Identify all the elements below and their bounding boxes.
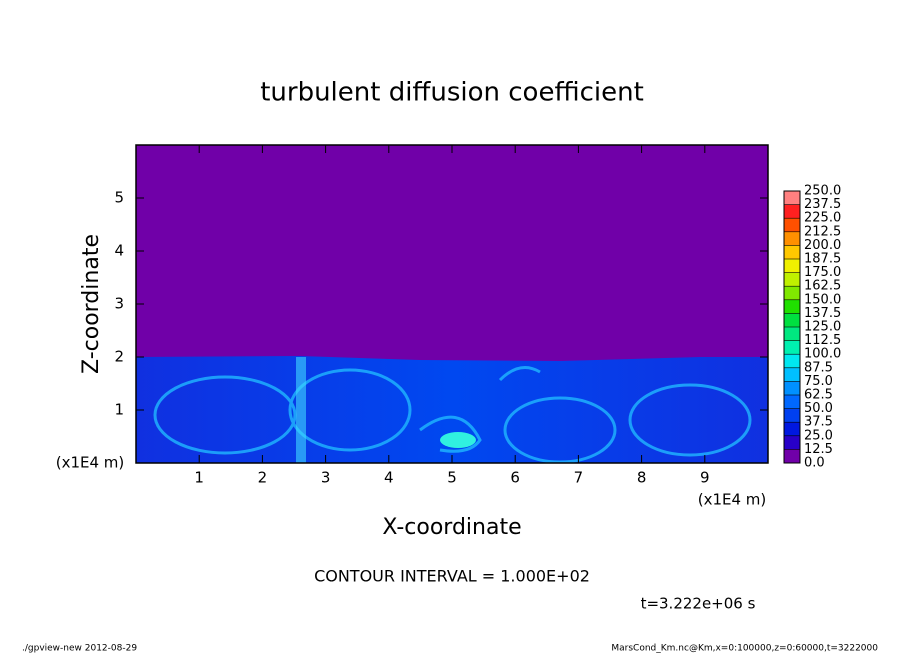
chart-title: turbulent diffusion coefficient	[260, 78, 644, 108]
colorbar-label: 0.0	[804, 456, 825, 471]
y-tick-label: 4	[114, 242, 124, 260]
y-tick-label: 3	[114, 295, 124, 313]
colorbar-label: 12.5	[804, 442, 833, 457]
colorbar-cell	[784, 191, 800, 205]
colorbar-label: 137.5	[804, 306, 841, 321]
x-tick-label: 5	[447, 469, 457, 487]
colorbar-label: 125.0	[804, 320, 841, 335]
colorbar-cell	[784, 422, 800, 436]
colorbar-label: 187.5	[804, 252, 841, 267]
colorbar-label: 50.0	[804, 401, 833, 416]
colorbar-label: 62.5	[804, 388, 833, 403]
colorbar-label: 250.0	[804, 184, 841, 199]
colorbar-label: 162.5	[804, 279, 841, 294]
x-tick-label: 9	[700, 469, 710, 487]
colorbar-label: 200.0	[804, 238, 841, 253]
x-tick-label: 4	[384, 469, 394, 487]
colorbar-cell	[784, 354, 800, 368]
y-axis-label: Z-coordinate	[79, 234, 104, 374]
x-tick-label: 7	[574, 469, 584, 487]
colorbar-label: 175.0	[804, 265, 841, 280]
colorbar-cell	[784, 204, 800, 219]
colorbar-cell	[784, 218, 800, 232]
colorbar-cell	[784, 327, 800, 341]
field-swirls	[153, 366, 752, 464]
colorbar-label: 225.0	[804, 211, 841, 226]
colorbar-label: 87.5	[804, 360, 833, 375]
footer-right: MarsCond_Km.nc@Km,x=0:100000,z=0:60000,t…	[611, 644, 878, 654]
colorbar-cell	[784, 408, 800, 423]
y-tick-label: 2	[114, 348, 124, 366]
colorbar-label: 25.0	[804, 428, 833, 443]
field-lower	[136, 356, 768, 463]
y-tick-label: 5	[114, 189, 124, 207]
contour-note: CONTOUR INTERVAL = 1.000E+02	[314, 567, 590, 586]
colorbar-label: 212.5	[804, 224, 841, 239]
colorbar-label: 150.0	[804, 292, 841, 307]
colorbar-cell	[784, 231, 800, 246]
colorbar-cell	[784, 245, 800, 259]
colorbar-cell	[784, 381, 800, 395]
colorbar-cell	[784, 259, 800, 273]
colorbar-cell	[784, 395, 800, 409]
colorbar-label: 112.5	[804, 333, 841, 348]
colorbar-label: 75.0	[804, 374, 833, 389]
x-tick-label: 8	[637, 469, 647, 487]
field-spot	[440, 432, 476, 448]
colorbar-cell	[784, 313, 800, 327]
x-tick-label: 6	[510, 469, 520, 487]
field-plume	[296, 357, 306, 463]
colorbar-cell	[784, 272, 800, 287]
x-tick-label: 3	[321, 469, 331, 487]
x-axis-label: X-coordinate	[382, 515, 521, 540]
colorbar-cell	[784, 367, 800, 382]
colorbar-cell	[784, 435, 800, 450]
field	[136, 145, 768, 464]
y-tick-label: 1	[114, 401, 124, 419]
colorbar-label: 237.5	[804, 197, 841, 212]
x-unit-label: (x1E4 m)	[56, 454, 125, 472]
colorbar-label: 100.0	[804, 347, 841, 362]
x-tick-label: 2	[258, 469, 268, 487]
colorbar-label: 37.5	[804, 415, 833, 430]
time-note: t=3.222e+06 s	[641, 595, 756, 613]
colorbar-cell	[784, 286, 800, 300]
x-unit-label: (x1E4 m)	[698, 491, 767, 509]
colorbar-cell	[784, 340, 800, 355]
footer-left: ./gpview-new 2012-08-29	[22, 644, 137, 654]
colorbar-cell	[784, 299, 800, 314]
x-tick-label: 1	[194, 469, 204, 487]
colorbar-cell	[784, 449, 800, 463]
